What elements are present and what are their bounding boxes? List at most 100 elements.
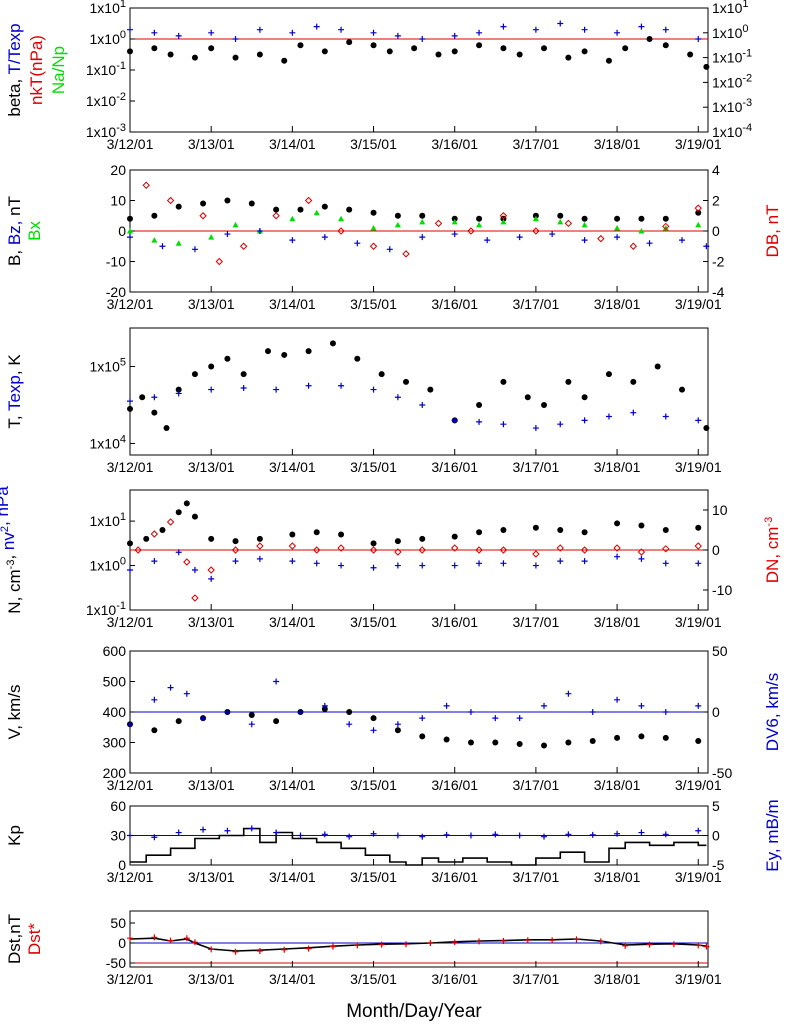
x-tick-label: 3/15/01 — [350, 136, 397, 152]
data-point — [151, 45, 158, 52]
data-point — [443, 736, 450, 743]
data-point — [370, 29, 377, 36]
data-point — [419, 535, 426, 542]
left-tick-label: 0 — [118, 857, 126, 873]
data-point — [613, 544, 621, 552]
x-tick-label: 3/18/01 — [594, 136, 641, 152]
data-point — [370, 540, 377, 547]
data-point — [565, 690, 572, 697]
data-point — [646, 36, 653, 42]
data-point — [476, 42, 483, 49]
data-point — [232, 36, 239, 42]
data-point — [427, 940, 434, 946]
x-tick-label: 3/12/01 — [107, 869, 154, 885]
data-point — [581, 215, 588, 222]
right-tick-label: 0 — [712, 542, 720, 558]
data-point — [614, 553, 621, 560]
data-point — [581, 221, 588, 228]
x-tick-label: 3/19/01 — [675, 777, 722, 793]
panel-7: -50 0 50 3/12/01 3/13/01 3/14/01 3/15/01 3/16/0… — [5, 910, 722, 987]
x-tick-label: 3/14/01 — [269, 296, 316, 312]
data-point — [451, 939, 458, 946]
x-tick-label: 3/14/01 — [269, 459, 316, 475]
data-point — [476, 418, 483, 425]
x-tick-label: 3/12/01 — [107, 136, 154, 152]
x-tick-label: 3/16/01 — [431, 614, 478, 630]
data-point — [451, 48, 458, 55]
data-point — [629, 242, 638, 250]
data-point — [694, 204, 702, 212]
data-point — [581, 237, 588, 244]
data-point — [159, 243, 166, 250]
left-tick-label: 1x104 — [90, 433, 126, 451]
data-point — [614, 734, 621, 741]
data-point — [475, 546, 483, 554]
data-point — [549, 937, 556, 944]
data-point — [134, 546, 142, 554]
series-line — [130, 827, 707, 866]
data-point — [248, 712, 255, 719]
x-tick-label: 3/15/01 — [350, 459, 397, 475]
data-point — [338, 562, 345, 569]
data-point — [605, 371, 612, 378]
x-tick-label: 3/17/01 — [513, 614, 560, 630]
x-tick-label: 3/13/01 — [188, 614, 235, 630]
x-tick-label: 3/16/01 — [431, 971, 478, 987]
data-point — [679, 237, 686, 244]
data-point — [321, 702, 328, 709]
data-point — [151, 696, 158, 703]
right-axis-label: DV6, km/s — [763, 673, 782, 751]
right-axis-label: DB, nT — [763, 205, 782, 258]
data-point — [224, 827, 231, 834]
data-point — [532, 212, 539, 219]
data-point — [191, 513, 198, 520]
panel-3: 1x104 1x105 3/12/01 3/13/01 3/14/01 3/15/01 3/… — [5, 327, 722, 475]
data-point — [127, 398, 133, 405]
x-tick-label: 3/17/01 — [513, 296, 560, 312]
data-point — [151, 934, 158, 941]
data-point — [418, 546, 426, 554]
x-tick-label: 3/13/01 — [188, 971, 235, 987]
data-point — [273, 829, 280, 836]
data-point — [532, 26, 539, 33]
data-point — [370, 209, 377, 216]
data-point — [224, 197, 231, 204]
data-point — [403, 941, 410, 948]
data-point — [695, 524, 702, 531]
data-point — [273, 386, 280, 393]
x-tick-label: 3/12/01 — [107, 296, 154, 312]
x-tick-label: 3/16/01 — [431, 296, 478, 312]
data-point — [565, 378, 572, 385]
data-point — [378, 371, 385, 378]
data-point — [557, 212, 564, 219]
y-axis-label: T, Texp, K — [5, 354, 24, 429]
data-point — [289, 29, 296, 36]
data-point — [166, 196, 175, 205]
data-point — [476, 938, 483, 945]
left-tick-label: 600 — [103, 643, 127, 659]
data-point — [662, 734, 669, 741]
x-tick-label: 3/19/01 — [675, 296, 722, 312]
data-point — [614, 215, 621, 222]
left-tick-label: 400 — [103, 704, 127, 720]
data-point — [451, 32, 458, 39]
data-point — [239, 242, 248, 250]
data-point — [240, 385, 247, 392]
x-tick-label: 3/18/01 — [594, 614, 641, 630]
data-point — [175, 240, 182, 246]
x-tick-label: 3/17/01 — [513, 869, 560, 885]
data-point — [232, 538, 239, 545]
data-point — [208, 363, 215, 370]
right-tick-label: 1x10-2 — [712, 72, 752, 90]
left-tick-label: 1x100 — [90, 556, 126, 574]
y-axis-label: beta, T/Texp — [5, 23, 24, 116]
data-point — [167, 51, 174, 58]
data-point — [338, 215, 345, 222]
data-point — [637, 548, 646, 556]
data-point — [605, 57, 612, 64]
data-point — [638, 702, 645, 709]
data-point — [208, 575, 215, 582]
data-point — [695, 417, 702, 424]
